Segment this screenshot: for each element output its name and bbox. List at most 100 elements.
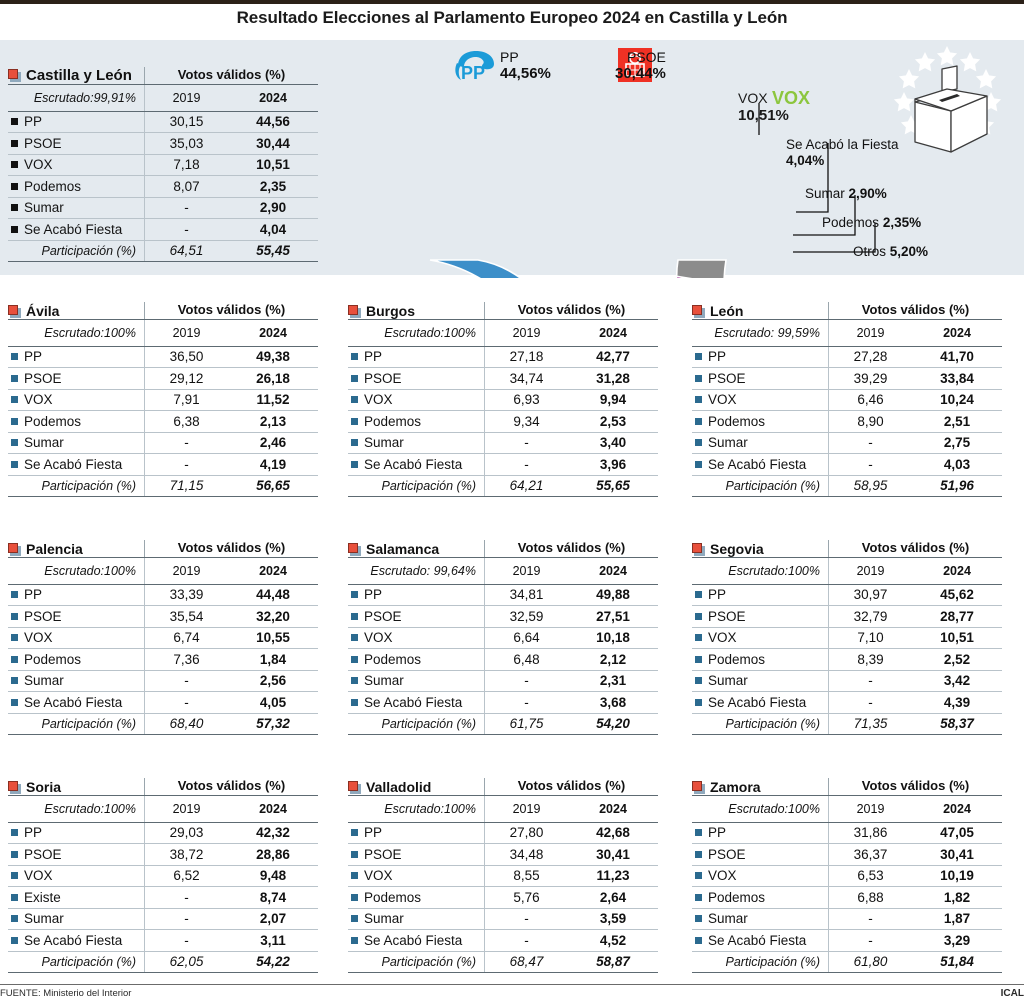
value-2019: 39,29 <box>828 368 912 389</box>
party-name: PSOE <box>24 370 62 386</box>
row-rule <box>692 691 1002 692</box>
value-2024: 31,28 <box>596 370 630 386</box>
value-2019: - <box>484 670 568 691</box>
year-2024-header: 2024 <box>599 801 627 816</box>
row-rule <box>8 864 318 866</box>
value-2019: 6,93 <box>484 389 568 410</box>
row-rule <box>8 907 318 909</box>
value-2024: 1,84 <box>259 651 287 667</box>
party-bullet-icon <box>11 655 18 663</box>
row-rule <box>8 175 318 176</box>
value-2019: 34,48 <box>484 844 568 865</box>
row-rule <box>8 153 318 155</box>
province-name: Burgos <box>366 303 415 319</box>
value-2019: - <box>828 908 912 929</box>
province-name: Valladolid <box>366 779 432 795</box>
value-2024: 4,05 <box>259 694 287 710</box>
participation-row: Participación (%) 71,15 56,65 <box>8 475 318 496</box>
party-bullet-icon <box>351 936 358 944</box>
row-rule <box>348 626 658 628</box>
party-bullet-icon <box>695 677 702 685</box>
callout-podemos-pct: 2,35% <box>882 215 922 230</box>
table-row: PP 30,97 45,62 <box>692 584 1002 605</box>
party-bullet-icon <box>351 872 358 880</box>
party-bullet-icon <box>695 872 702 880</box>
value-2024: 4,03 <box>943 456 971 472</box>
results-table-zamora: Zamora Votos válidos (%) Escrutado:100% 201… <box>692 769 1005 973</box>
table-title: Soria <box>8 779 144 795</box>
psoe-legend-pct: 30,44% <box>615 64 666 82</box>
callout-sumar-name: Sumar <box>805 186 845 201</box>
row-rule <box>348 474 658 476</box>
footer-source: FUENTE: Ministerio del Interior <box>0 988 132 999</box>
row-rule <box>348 886 658 887</box>
participation-row: Participación (%) 68,47 58,87 <box>348 951 658 972</box>
table-row: PSOE 32,79 28,77 <box>692 606 1002 627</box>
province-name: León <box>710 303 744 319</box>
party-name: Sumar <box>364 911 404 927</box>
party-bullet-icon <box>695 634 702 642</box>
year-2019-header: 2019 <box>828 558 912 584</box>
results-table-burgos: Burgos Votos válidos (%) Escrutado:100% 201… <box>348 293 661 497</box>
row-rule <box>348 864 658 866</box>
party-name: VOX <box>24 868 53 884</box>
table-header: Valladolid Votos válidos (%) <box>348 769 658 795</box>
party-name: Se Acabó Fiesta <box>364 932 463 948</box>
table-row: PSOE 29,12 26,18 <box>8 368 318 389</box>
province-marker-icon <box>348 304 361 318</box>
callout-podemos-name: Podemos <box>822 215 880 230</box>
value-2024: 42,77 <box>596 349 630 365</box>
value-2019: 32,59 <box>484 606 568 627</box>
table-row: VOX 8,55 11,23 <box>348 865 658 886</box>
party-bullet-icon <box>11 915 18 923</box>
table-subheader: Escrutado:100% 2019 2024 <box>348 320 658 346</box>
table-row: Se Acabó Fiesta - 3,96 <box>348 454 658 475</box>
value-2024: 3,59 <box>599 911 627 927</box>
value-2019: - <box>828 692 912 713</box>
value-2024: 28,86 <box>256 846 290 862</box>
province-marker-icon <box>348 780 361 794</box>
participation-2024: 51,84 <box>940 954 974 970</box>
callout-saf-pct: 4,04% <box>786 153 825 168</box>
table-header: Segovia Votos válidos (%) <box>692 531 1002 557</box>
table-row: VOX 7,18 10,51 <box>8 154 318 175</box>
year-2024-header: 2024 <box>259 325 287 340</box>
row-rule <box>8 669 318 671</box>
vox-logo-icon: VOX <box>772 88 810 108</box>
row-rule <box>348 367 658 368</box>
party-name: Podemos <box>364 889 422 905</box>
table-row: Sumar - 2,56 <box>8 670 318 691</box>
table-title: Salamanca <box>348 541 484 557</box>
party-bullet-icon <box>11 161 18 169</box>
table-row: Sumar - 2,07 <box>8 908 318 929</box>
table-bottom-rule <box>348 972 658 973</box>
party-name: Sumar <box>708 673 748 689</box>
escrutado-label: Escrutado: 99,64% <box>370 563 476 578</box>
participation-row: Participación (%) 61,80 51,84 <box>692 951 1002 972</box>
participation-label: Participación (%) <box>725 478 820 493</box>
table-header: Salamanca Votos válidos (%) <box>348 531 658 557</box>
table-row: Sumar - 2,31 <box>348 670 658 691</box>
row-rule <box>348 431 658 433</box>
value-2024: 10,51 <box>256 157 290 173</box>
participation-label: Participación (%) <box>381 716 476 731</box>
party-bullet-icon <box>695 655 702 663</box>
row-rule <box>8 453 318 454</box>
row-rule <box>348 453 658 454</box>
value-2024: 32,20 <box>256 608 290 624</box>
party-name: PP <box>364 587 383 603</box>
subheader-rule <box>8 583 318 585</box>
participation-2024: 57,32 <box>256 716 290 732</box>
party-bullet-icon <box>351 677 358 685</box>
value-2024: 10,18 <box>596 630 630 646</box>
table-header: León Votos válidos (%) <box>692 293 1002 319</box>
party-bullet-icon <box>11 591 18 599</box>
value-2024: 30,41 <box>596 846 630 862</box>
party-bullet-icon <box>351 374 358 382</box>
table-row: Podemos 8,07 2,35 <box>8 176 318 197</box>
psoe-legend: PSOE 30,44% <box>615 48 666 82</box>
participation-2024: 58,37 <box>940 716 974 732</box>
party-name: VOX <box>708 630 737 646</box>
row-rule <box>8 929 318 930</box>
participation-2024: 51,96 <box>940 478 974 494</box>
